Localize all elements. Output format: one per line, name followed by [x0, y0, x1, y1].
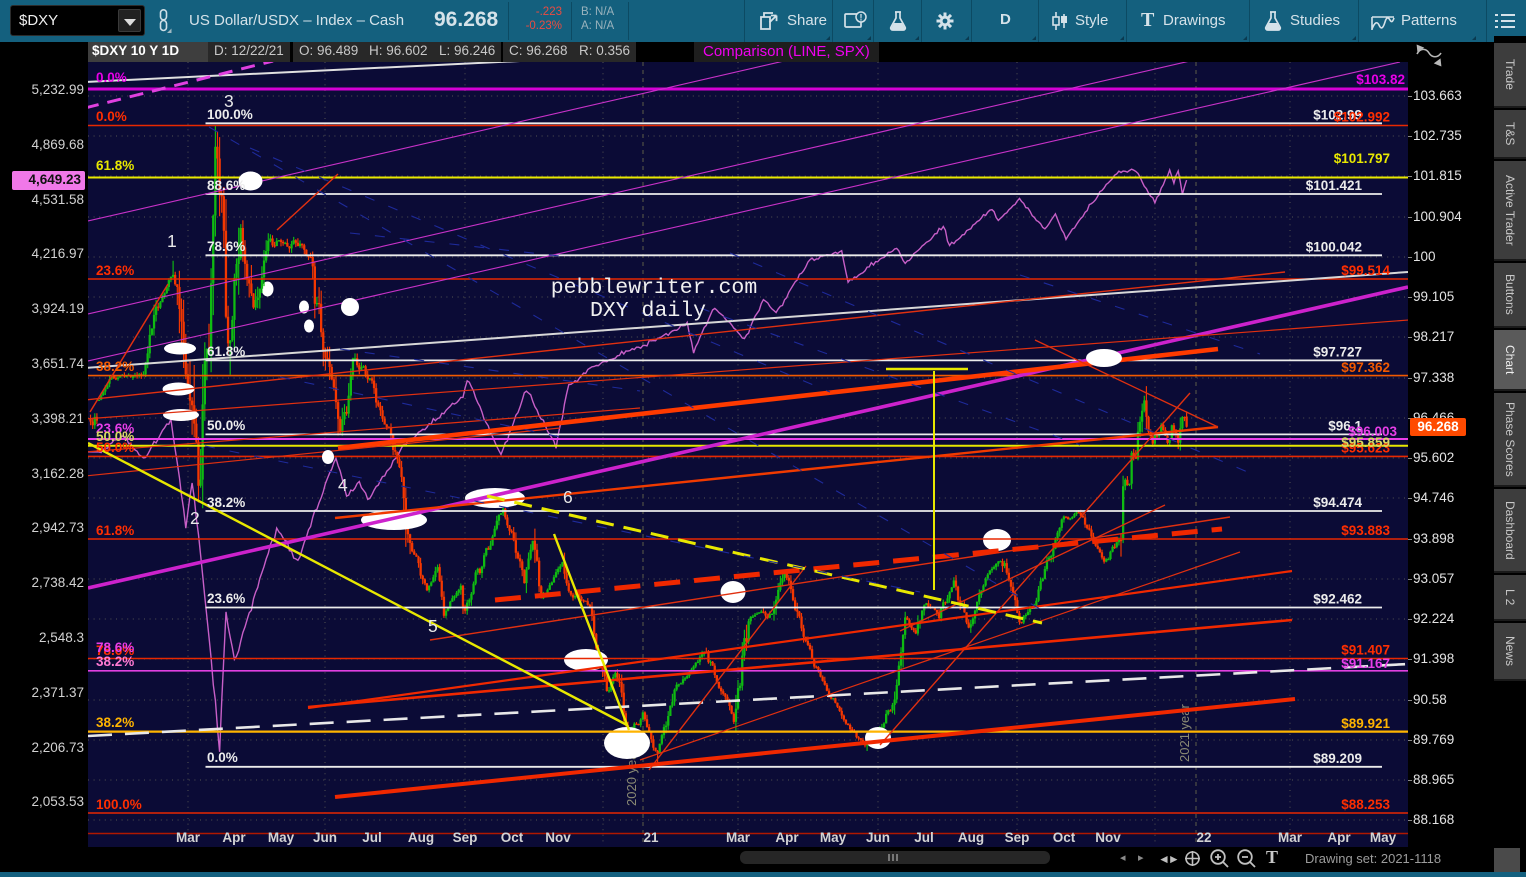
svg-text:61.8%: 61.8% [207, 344, 245, 359]
svg-text:23.6%: 23.6% [96, 263, 134, 278]
svg-text:$97.727: $97.727 [1313, 344, 1362, 359]
svg-text:Sep: Sep [453, 830, 478, 845]
svg-text:$102.992: $102.992 [1334, 110, 1390, 125]
svg-text:Jul: Jul [914, 830, 934, 845]
svg-text:4: 4 [338, 475, 348, 495]
svg-text:Sep: Sep [1005, 830, 1030, 845]
svg-text:!: ! [860, 13, 863, 23]
svg-text:Oct: Oct [501, 830, 524, 845]
svg-text:Jun: Jun [313, 830, 337, 845]
svg-text:May: May [268, 830, 295, 845]
svg-text:38.2%: 38.2% [96, 359, 134, 374]
svg-text:50.0%: 50.0% [96, 440, 134, 455]
svg-text:Apr: Apr [1327, 830, 1351, 845]
svg-text:$100.042: $100.042 [1306, 239, 1362, 254]
svg-text:Mar: Mar [176, 830, 201, 845]
svg-text:$92.462: $92.462 [1313, 592, 1362, 607]
svg-text:$95.859: $95.859 [1341, 435, 1390, 450]
svg-text:21: 21 [643, 830, 659, 845]
svg-text:88.6%: 88.6% [207, 178, 245, 193]
svg-text:Nov: Nov [545, 830, 571, 845]
svg-text:Oct: Oct [1053, 830, 1076, 845]
svg-text:DXY daily: DXY daily [590, 299, 706, 323]
svg-text:50.0%: 50.0% [96, 429, 134, 444]
svg-text:23.6%: 23.6% [207, 591, 245, 606]
svg-text:2021 year: 2021 year [1177, 704, 1192, 762]
svg-text:1: 1 [167, 231, 177, 251]
svg-text:78.6%: 78.6% [96, 643, 134, 658]
svg-text:$101.421: $101.421 [1306, 178, 1363, 193]
svg-text:$99.514: $99.514 [1341, 263, 1390, 278]
svg-text:pebblewriter.com: pebblewriter.com [551, 276, 757, 300]
svg-text:78.6%: 78.6% [96, 640, 134, 655]
svg-text:$102.99: $102.99 [1313, 107, 1362, 122]
svg-text:38.2%: 38.2% [207, 495, 245, 510]
svg-text:$103.82: $103.82 [1356, 72, 1405, 87]
svg-text:5: 5 [428, 616, 438, 636]
svg-text:2: 2 [190, 508, 200, 528]
svg-text:0.0%: 0.0% [96, 109, 127, 124]
svg-text:Jul: Jul [362, 830, 382, 845]
svg-text:$94.474: $94.474 [1313, 495, 1362, 510]
svg-text:$101.797: $101.797 [1334, 151, 1390, 166]
svg-text:78.6%: 78.6% [207, 239, 245, 254]
svg-text:38.2%: 38.2% [96, 715, 134, 730]
svg-text:Jun: Jun [866, 830, 890, 845]
svg-text:$96.003: $96.003 [1348, 424, 1397, 439]
svg-text:0.0%: 0.0% [96, 70, 127, 85]
svg-text:100.0%: 100.0% [207, 107, 253, 122]
svg-text:Mar: Mar [1278, 830, 1303, 845]
svg-text:Apr: Apr [775, 830, 799, 845]
svg-text:$97.362: $97.362 [1341, 360, 1390, 375]
svg-text:50.0%: 50.0% [207, 418, 245, 433]
svg-text:$95.623: $95.623 [1341, 440, 1390, 455]
svg-text:Aug: Aug [408, 830, 434, 845]
svg-text:100.0%: 100.0% [96, 797, 142, 812]
svg-text:61.8%: 61.8% [96, 158, 134, 173]
svg-text:0.0%: 0.0% [207, 750, 238, 765]
svg-text:61.8%: 61.8% [96, 523, 134, 538]
svg-text:May: May [1370, 830, 1397, 845]
svg-text:May: May [820, 830, 847, 845]
svg-text:3: 3 [224, 91, 234, 111]
svg-text:2020 year: 2020 year [624, 748, 639, 806]
svg-text:Mar: Mar [726, 830, 751, 845]
svg-text:22: 22 [1196, 830, 1211, 845]
svg-text:$88.253: $88.253 [1341, 797, 1390, 812]
svg-text:6: 6 [563, 487, 573, 507]
svg-text:$93.883: $93.883 [1341, 523, 1390, 538]
svg-text:$89.921: $89.921 [1341, 716, 1390, 731]
svg-text:Apr: Apr [222, 830, 246, 845]
svg-text:Aug: Aug [958, 830, 984, 845]
svg-text:38.2%: 38.2% [96, 654, 134, 669]
svg-text:$96.1: $96.1 [1328, 418, 1362, 433]
svg-text:Nov: Nov [1095, 830, 1121, 845]
svg-text:23.6%: 23.6% [96, 421, 134, 436]
svg-text:$91.407: $91.407 [1341, 643, 1390, 658]
svg-text:$89.209: $89.209 [1313, 751, 1362, 766]
svg-text:$91.167: $91.167 [1341, 656, 1390, 671]
